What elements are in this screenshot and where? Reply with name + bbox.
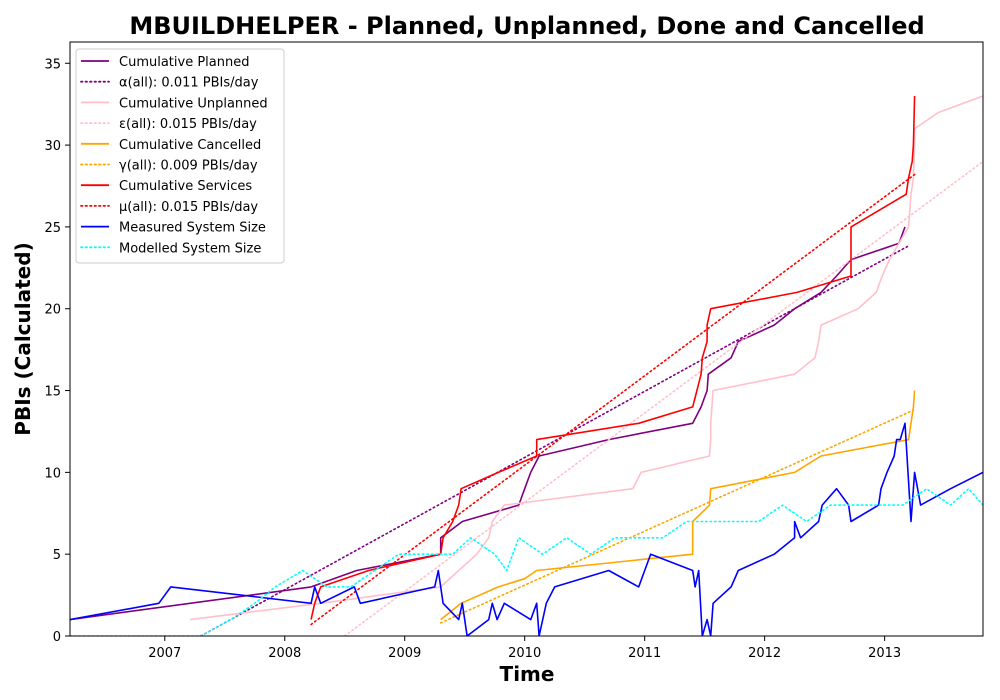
legend-item-label: Cumulative Services — [119, 179, 252, 194]
legend-box — [75, 48, 285, 264]
y-tick-label: 20 — [44, 303, 61, 318]
y-tick-label: 25 — [44, 221, 61, 236]
y-tick-label: 35 — [44, 57, 61, 72]
x-axis: 2007 2008 2009 2010 2011 2012 2013 — [148, 636, 901, 661]
series-line-3 — [343, 160, 983, 636]
legend-item-label: ε(all): 0.015 PBIs/day — [119, 117, 257, 132]
x-tick-label: 2009 — [388, 646, 421, 661]
series-line-6 — [310, 95, 916, 620]
series-line-4 — [440, 390, 916, 621]
y-tick-label: 5 — [53, 548, 61, 563]
legend-item-label: μ(all): 0.015 PBIs/day — [119, 200, 258, 215]
legend-item-label: γ(all): 0.009 PBIs/day — [119, 159, 258, 174]
series-line-0 — [70, 226, 906, 621]
x-tick-label: 2008 — [268, 646, 301, 661]
legend-item-label: Cumulative Unplanned — [119, 96, 268, 111]
x-axis-label: Time — [500, 662, 555, 686]
y-tick-label: 30 — [44, 139, 61, 154]
chart-title: MBUILDHELPER - Planned, Unplanned, Done … — [129, 12, 924, 40]
legend-item-label: α(all): 0.011 PBIs/day — [119, 76, 259, 91]
y-tick-label: 10 — [44, 466, 61, 481]
x-tick-label: 2013 — [868, 646, 901, 661]
legend-item-label: Measured System Size — [119, 221, 266, 236]
y-tick-label: 15 — [44, 385, 61, 400]
x-tick-label: 2012 — [748, 646, 781, 661]
series-line-5 — [439, 409, 915, 624]
series-line-2 — [189, 95, 983, 621]
series-line-1 — [200, 245, 909, 636]
x-tick-label: 2010 — [508, 646, 541, 661]
y-tick-label: 0 — [53, 630, 61, 645]
legend-item-label: Modelled System Size — [119, 241, 261, 256]
series-line-7 — [310, 173, 916, 626]
series-line-9 — [70, 487, 983, 636]
y-axis-label: PBIs (Calculated) — [11, 242, 35, 435]
y-axis: 0 5 10 15 20 25 30 35 — [44, 57, 70, 645]
plot-area — [70, 95, 983, 636]
plot-frame — [69, 41, 984, 637]
x-tick-label: 2007 — [148, 646, 181, 661]
x-tick-label: 2011 — [628, 646, 661, 661]
series-line-8 — [70, 422, 983, 636]
legend-item-label: Cumulative Planned — [119, 55, 249, 70]
legend-item-label: Cumulative Cancelled — [119, 138, 261, 153]
legend: Cumulative Planned α(all): 0.011 PBIs/day… — [75, 48, 285, 264]
